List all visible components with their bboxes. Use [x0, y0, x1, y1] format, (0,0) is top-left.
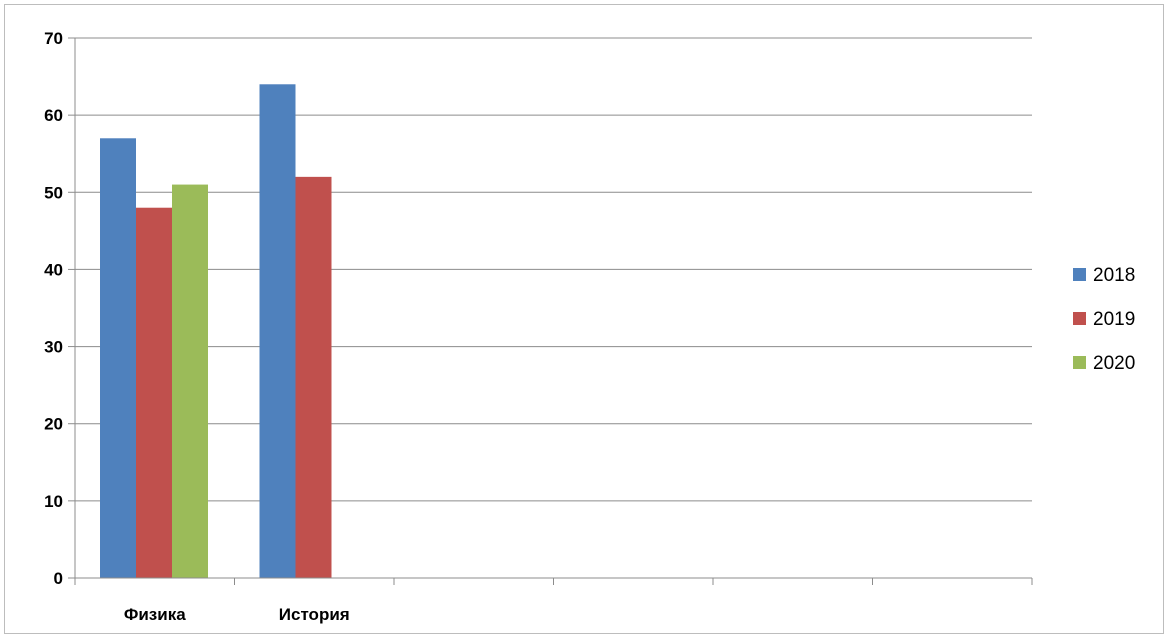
legend-swatch [1073, 356, 1086, 369]
y-tick-label: 60 [44, 106, 63, 125]
legend-item-2018: 2018 [1073, 265, 1135, 286]
x-category-label: Физика [124, 605, 186, 624]
x-category-labels: Физика История [124, 605, 350, 624]
legend-swatch [1073, 312, 1086, 325]
legend: 2018 2019 2020 [1073, 265, 1135, 374]
legend-swatch [1073, 268, 1086, 281]
bars [100, 84, 332, 579]
y-tick-label: 20 [44, 415, 63, 434]
y-tick-label: 30 [44, 338, 63, 357]
legend-label: 2019 [1093, 309, 1135, 330]
legend-item-2019: 2019 [1073, 309, 1135, 330]
axes [68, 37, 1033, 585]
y-tick-label: 0 [54, 569, 63, 588]
y-tick-label: 70 [44, 29, 63, 48]
legend-label: 2018 [1093, 265, 1135, 286]
gridlines [75, 37, 1032, 502]
bar-2019-Физика [136, 207, 172, 578]
x-category-label: История [279, 605, 350, 624]
y-tick-label: 10 [44, 492, 63, 511]
legend-label: 2020 [1093, 353, 1135, 374]
bar-2020-Физика [172, 184, 208, 579]
y-tick-labels: 0 10 20 30 40 50 60 70 [44, 29, 63, 588]
y-tick-label: 40 [44, 260, 63, 279]
bar-2019-История [295, 176, 332, 578]
y-tick-label: 50 [44, 183, 63, 202]
bar-2018-История [259, 84, 296, 579]
legend-item-2020: 2020 [1073, 353, 1135, 374]
bar-2018-Физика [100, 138, 136, 579]
